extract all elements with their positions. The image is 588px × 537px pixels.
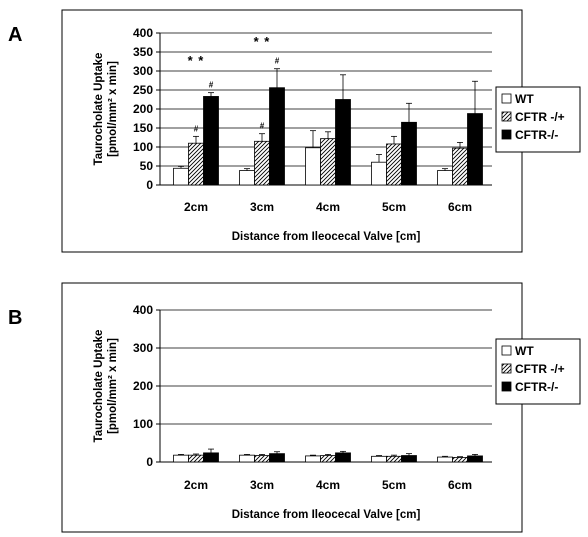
bar-cftr-5cm — [401, 121, 417, 186]
panel-letter: A — [8, 24, 22, 46]
bar-cftr-4cm — [320, 455, 336, 463]
x-axis-title: Distance from Ileocecal Valve [cm] — [232, 509, 421, 521]
bar-cftr-5cm — [386, 455, 402, 463]
legend-label-wt: WT — [515, 92, 534, 106]
legend-swatch-wt — [501, 93, 512, 104]
bar-cftr-4cm — [320, 138, 336, 186]
y-tick-label: 400 — [133, 26, 153, 40]
x-tick-label: 6cm — [448, 478, 472, 492]
x-tick-label: 3cm — [250, 478, 274, 492]
bar-cftr-3cm — [269, 453, 285, 463]
bar-cftr-6cm — [452, 457, 468, 463]
legend-label-cftr: CFTR -/+ — [515, 362, 565, 376]
y-axis-title-line1: Taurocholate Uptake — [93, 53, 105, 166]
y-axis-title-line2: [pmol/mm² x min] — [107, 338, 119, 434]
y-tick-label: 200 — [133, 102, 153, 116]
x-axis-title: Distance from Ileocecal Valve [cm] — [232, 231, 421, 243]
bar-wt-6cm — [437, 456, 453, 463]
bar-wt-6cm — [437, 170, 453, 186]
y-tick-label: 100 — [133, 417, 153, 431]
hash-mark: # — [209, 81, 214, 90]
bar-wt-5cm — [371, 455, 387, 463]
bar-cftr-2cm — [203, 96, 219, 186]
hash-mark: # — [275, 57, 280, 66]
bar-cftr-4cm — [335, 452, 351, 463]
bar-cftr-4cm — [335, 99, 351, 186]
x-tick-label: 4cm — [316, 200, 340, 214]
panel-letter: B — [8, 307, 22, 329]
legend-swatch-cftr — [501, 111, 512, 122]
panel-frame — [61, 9, 523, 253]
bar-cftr-6cm — [467, 113, 483, 186]
y-axis-title-line1: Taurocholate Uptake — [93, 330, 105, 443]
x-tick-label: 4cm — [316, 478, 340, 492]
y-tick-label: 100 — [133, 140, 153, 154]
y-tick-label: 50 — [140, 159, 154, 173]
x-tick-label: 6cm — [448, 200, 472, 214]
bar-cftr-2cm — [188, 454, 204, 463]
panel-frame — [61, 282, 523, 533]
bar-cftr-5cm — [401, 455, 417, 463]
panel-a: A 0 50 100 150 200 250 300 350 400 2cm 3cm 4cm 5cm 6cm… — [8, 9, 581, 253]
x-tick-label: 5cm — [382, 478, 406, 492]
legend-swatch-cftr — [501, 381, 512, 392]
bar-wt-2cm — [173, 454, 189, 463]
legend-label-wt: WT — [515, 344, 534, 358]
y-tick-label: 400 — [133, 303, 153, 317]
y-tick-label: 0 — [146, 178, 153, 192]
significance-marker: * * — [254, 34, 271, 49]
bar-wt-4cm — [305, 455, 321, 463]
bar-cftr-3cm — [269, 87, 285, 186]
bar-cftr-6cm — [452, 147, 468, 186]
y-axis-title-line2: [pmol/mm² x min] — [107, 61, 119, 157]
bar-cftr-3cm — [254, 455, 270, 463]
x-tick-label: 2cm — [184, 200, 208, 214]
y-tick-label: 350 — [133, 45, 153, 59]
hash-mark: # — [194, 124, 199, 133]
bar-cftr-2cm — [203, 452, 219, 463]
legend-label-cftr: CFTR-/- — [515, 128, 558, 142]
y-tick-label: 300 — [133, 64, 153, 78]
y-tick-label: 150 — [133, 121, 153, 135]
y-tick-label: 250 — [133, 83, 153, 97]
x-tick-label: 2cm — [184, 478, 208, 492]
bar-cftr-2cm — [188, 142, 204, 186]
bar-wt-4cm — [305, 147, 321, 186]
bar-cftr-3cm — [254, 140, 270, 186]
x-tick-label: 5cm — [382, 200, 406, 214]
panel-b: B 0 100 200 300 400 2cm 3cm 4cm 5cm 6cm Distance fr… — [8, 282, 581, 533]
hash-mark: # — [260, 122, 265, 131]
x-tick-label: 3cm — [250, 200, 274, 214]
legend-swatch-cftr — [501, 363, 512, 374]
legend-label-cftr: CFTR -/+ — [515, 110, 565, 124]
y-tick-label: 200 — [133, 379, 153, 393]
bar-wt-3cm — [239, 454, 255, 463]
bar-wt-2cm — [173, 167, 189, 186]
legend-swatch-cftr — [501, 129, 512, 140]
significance-marker: * * — [188, 53, 205, 68]
bar-wt-5cm — [371, 161, 387, 186]
bar-cftr-5cm — [386, 143, 402, 186]
y-tick-label: 300 — [133, 341, 153, 355]
bar-cftr-6cm — [467, 455, 483, 463]
y-tick-label: 0 — [146, 455, 153, 469]
bar-wt-3cm — [239, 170, 255, 186]
legend-label-cftr: CFTR-/- — [515, 380, 558, 394]
legend-swatch-wt — [501, 345, 512, 356]
